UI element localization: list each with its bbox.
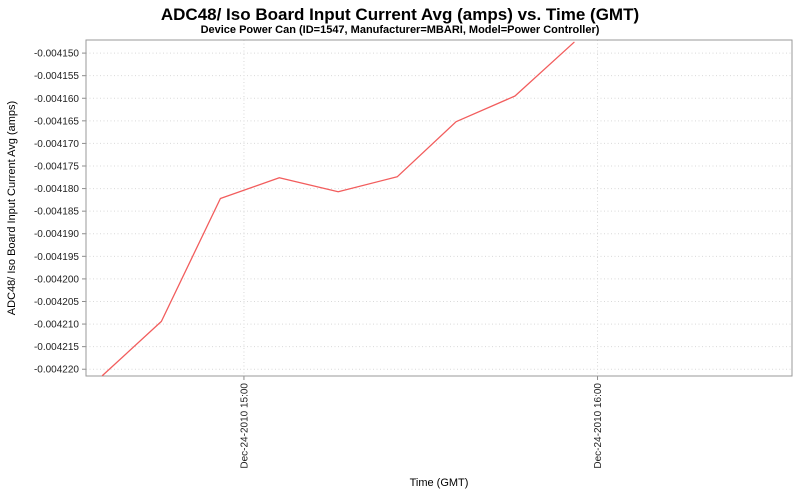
chart-subtitle: Device Power Can (ID=1547, Manufacturer=…: [200, 24, 600, 36]
chart-title: ADC48/ Iso Board Input Current Avg (amps…: [160, 5, 640, 24]
x-tick-label: Dec-24-2010 16:00: [593, 383, 604, 469]
y-tick-label: -0.004215: [34, 342, 79, 353]
y-tick-label: -0.004160: [34, 94, 79, 105]
x-tick-label: Dec-24-2010 15:00: [239, 383, 250, 469]
y-tick-label: -0.004155: [34, 71, 79, 82]
gridline-layer: [86, 40, 792, 376]
y-tick-label: -0.004195: [34, 252, 79, 263]
y-tick-label: -0.004205: [34, 297, 79, 308]
y-tick-label: -0.004185: [34, 207, 79, 218]
data-series-layer: [101, 41, 575, 377]
x-axis-title: Time (GMT): [410, 477, 469, 489]
y-tick-label: -0.004190: [34, 229, 79, 240]
plot-border: [85, 39, 793, 377]
y-tick-label: -0.004220: [34, 365, 79, 376]
series-line: [101, 41, 575, 377]
axis-tick-layer: -0.004150 -0.004155 -0.004160 -0.004165 -0.0…: [34, 39, 793, 469]
y-tick-label: -0.004150: [34, 49, 79, 60]
y-tick-label: -0.004210: [34, 320, 79, 331]
y-tick-label: -0.004165: [34, 116, 79, 127]
y-tick-label: -0.004200: [34, 274, 79, 285]
y-tick-label: -0.004175: [34, 162, 79, 173]
y-tick-label: -0.004170: [34, 139, 79, 150]
y-tick-label: -0.004180: [34, 184, 79, 195]
y-axis-title: ADC48/ Iso Board Input Current Avg (amps…: [6, 101, 18, 315]
